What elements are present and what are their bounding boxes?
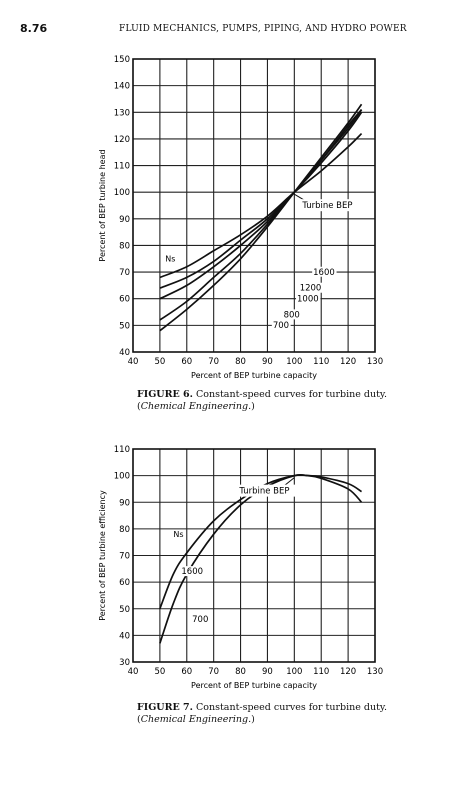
y-tick-label: 80 <box>119 525 130 535</box>
series-label-bg <box>298 282 324 293</box>
series-label-1600: 1600 <box>181 567 203 577</box>
plot-frame <box>132 448 376 663</box>
y-axis-label: Percent of BEP turbine head <box>98 149 107 261</box>
x-tick-label: 110 <box>313 667 329 677</box>
series-line-700 <box>159 473 363 644</box>
y-tick-label: 90 <box>119 215 130 225</box>
y-tick-label: 60 <box>119 295 130 305</box>
figure-6-chart: 40 50 60 70 80 90 100 110 120 130 40 50 60 70 80 90 100 1… <box>98 55 383 380</box>
x-tick-label: 120 <box>340 667 356 677</box>
x-tick-label: 120 <box>340 357 356 367</box>
running-header: FLUID MECHANICS, PUMPS, PIPING, AND HYDR… <box>119 24 407 34</box>
x-axis-label: Percent of BEP turbine capacity <box>191 371 317 380</box>
annotation-leader <box>284 477 295 487</box>
y-tick-label: 80 <box>119 241 130 251</box>
caption-label: FIGURE 6. <box>137 389 193 400</box>
y-tick-label: 120 <box>114 135 130 145</box>
series-label-bg <box>312 266 337 277</box>
x-tick-label: 100 <box>286 667 302 677</box>
y-tick-label: 150 <box>114 55 130 65</box>
y-tick-label: 90 <box>119 498 130 508</box>
series-label-bg <box>271 320 291 331</box>
x-tick-label: 80 <box>235 667 246 677</box>
series-group-label: Ns <box>173 530 183 539</box>
x-tick-label: 70 <box>208 667 219 677</box>
x-tick-label: 90 <box>262 667 273 677</box>
x-tick-label: 130 <box>367 357 383 367</box>
series-line-1000 <box>159 109 363 300</box>
x-tick-label: 90 <box>262 357 273 367</box>
series-label-bg <box>296 293 321 304</box>
y-axis-label: Percent of BEP turbine efficiency <box>98 490 107 621</box>
plot-frame <box>132 58 376 353</box>
page-number: 8.76 <box>20 22 48 35</box>
y-tick-label: 140 <box>114 82 130 92</box>
x-tick-label: 130 <box>367 667 383 677</box>
x-tick-label: 100 <box>286 357 302 367</box>
annotation-bg <box>300 199 361 212</box>
series-line-1200 <box>159 111 363 289</box>
series-label-1200: 1200 <box>300 284 322 294</box>
series-line-1600 <box>159 474 363 610</box>
figure-6-caption: FIGURE 6. Constant-speed curves for turb… <box>137 389 397 413</box>
series-group-label: Ns <box>165 254 175 263</box>
caption-source: Chemical Engineering. <box>140 401 252 412</box>
annotation-turbine-bep: Turbine BEP <box>238 487 289 497</box>
series-label-700: 700 <box>273 321 289 331</box>
series-label-bg <box>191 614 210 625</box>
series-label-800: 800 <box>284 310 300 320</box>
x-tick-label: 50 <box>154 357 165 367</box>
figure-7-caption: FIGURE 7. Constant-speed curves for turb… <box>137 702 397 726</box>
y-tick-label: 50 <box>119 605 130 615</box>
y-tick-label: 100 <box>114 188 130 198</box>
figure-7-chart: 40 50 60 70 80 90 100 110 120 1303040506070809010… <box>98 445 383 690</box>
x-tick-label: 80 <box>235 357 246 367</box>
y-tick-label: 110 <box>114 445 130 455</box>
x-axis-label: Percent of BEP turbine capacity <box>191 681 317 690</box>
series-label-bg <box>180 566 205 577</box>
x-tick-label: 70 <box>208 357 219 367</box>
x-tick-label: 40 <box>128 357 139 367</box>
y-tick-label: 60 <box>119 578 130 588</box>
series-label-1000: 1000 <box>297 294 319 304</box>
y-tick-label: 70 <box>119 268 130 278</box>
caption-text: Constant-speed curves for turbine duty. … <box>137 702 388 725</box>
caption-source: Chemical Engineering. <box>140 714 252 725</box>
series-label-bg <box>282 309 302 320</box>
y-tick-label: 50 <box>119 321 130 331</box>
series-line-700 <box>159 103 363 332</box>
y-tick-label: 110 <box>114 162 130 172</box>
series-line-800 <box>159 109 363 321</box>
y-tick-label: 40 <box>119 631 130 641</box>
y-tick-label: 70 <box>119 552 130 562</box>
y-tick-label: 100 <box>114 472 130 482</box>
x-tick-label: 50 <box>154 667 165 677</box>
y-tick-label: 130 <box>114 108 130 118</box>
y-tick-label: 40 <box>119 348 130 358</box>
annotation-bg <box>237 484 298 497</box>
annotation-turbine-bep: Turbine BEP <box>301 201 352 211</box>
x-tick-label: 110 <box>313 357 329 367</box>
series-label-1600: 1600 <box>313 268 335 278</box>
x-tick-label: 60 <box>181 357 192 367</box>
caption-close: ) <box>251 401 255 412</box>
y-tick-label: 30 <box>119 658 130 668</box>
series-label-700: 700 <box>192 615 208 625</box>
x-tick-label: 40 <box>128 667 139 677</box>
caption-text: Constant-speed curves for turbine duty. … <box>137 389 388 412</box>
caption-label: FIGURE 7. <box>137 702 193 713</box>
x-tick-label: 60 <box>181 667 192 677</box>
caption-close: ) <box>251 714 255 725</box>
series-line-1600 <box>159 132 363 279</box>
